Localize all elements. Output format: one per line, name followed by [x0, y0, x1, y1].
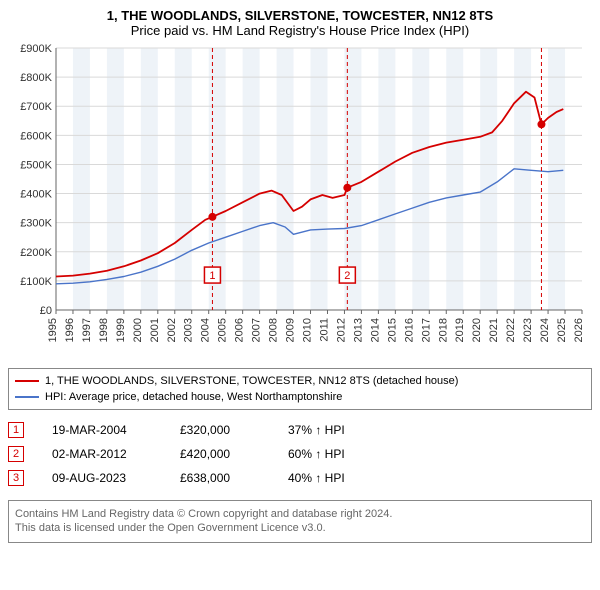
sale-row: 3 09-AUG-2023 £638,000 40% ↑ HPI: [8, 466, 592, 490]
sale-pct-vs-hpi: 60% ↑ HPI: [288, 447, 345, 461]
legend: 1, THE WOODLANDS, SILVERSTONE, TOWCESTER…: [8, 368, 592, 410]
legend-label: 1, THE WOODLANDS, SILVERSTONE, TOWCESTER…: [45, 375, 458, 387]
svg-text:2011: 2011: [318, 318, 330, 342]
svg-text:2016: 2016: [403, 318, 415, 342]
svg-text:£500K: £500K: [20, 159, 52, 171]
sale-row: 1 19-MAR-2004 £320,000 37% ↑ HPI: [8, 418, 592, 442]
svg-text:2000: 2000: [132, 318, 144, 342]
svg-text:2005: 2005: [217, 318, 229, 342]
svg-text:2006: 2006: [234, 318, 246, 342]
svg-text:2013: 2013: [352, 318, 364, 342]
attribution-line-1: Contains HM Land Registry data © Crown c…: [15, 507, 585, 521]
svg-text:2014: 2014: [369, 318, 381, 342]
svg-text:£200K: £200K: [20, 247, 52, 259]
sale-pct-vs-hpi: 40% ↑ HPI: [288, 471, 345, 485]
svg-text:2018: 2018: [437, 318, 449, 342]
svg-text:2026: 2026: [573, 318, 585, 342]
svg-text:2010: 2010: [302, 318, 314, 342]
sale-marker: 3: [8, 470, 24, 486]
price-chart: £0 £100K £200K £300K £400K £500K £600K £700K £80…: [8, 42, 592, 362]
svg-text:2017: 2017: [420, 318, 432, 342]
svg-text:£700K: £700K: [20, 101, 52, 113]
legend-swatch: [15, 380, 39, 382]
legend-row: 1, THE WOODLANDS, SILVERSTONE, TOWCESTER…: [15, 373, 585, 389]
sale-date: 02-MAR-2012: [52, 447, 152, 461]
sale-marker: 1: [8, 422, 24, 438]
svg-text:2007: 2007: [251, 318, 263, 342]
legend-swatch: [15, 396, 39, 398]
svg-text:2023: 2023: [522, 318, 534, 342]
svg-text:£100K: £100K: [20, 276, 52, 288]
svg-text:2020: 2020: [471, 318, 483, 342]
svg-text:2003: 2003: [183, 318, 195, 342]
svg-text:2009: 2009: [285, 318, 297, 342]
legend-row: HPI: Average price, detached house, West…: [15, 389, 585, 405]
svg-text:2001: 2001: [149, 318, 161, 342]
chart-container: £0 £100K £200K £300K £400K £500K £600K £700K £80…: [8, 42, 592, 362]
svg-text:£600K: £600K: [20, 130, 52, 142]
chart-title-block: 1, THE WOODLANDS, SILVERSTONE, TOWCESTER…: [8, 8, 592, 38]
sale-price: £638,000: [180, 471, 260, 485]
sale-price: £420,000: [180, 447, 260, 461]
svg-text:£0: £0: [40, 305, 52, 317]
svg-text:2008: 2008: [268, 318, 280, 342]
title-line-1: 1, THE WOODLANDS, SILVERSTONE, TOWCESTER…: [8, 8, 592, 23]
svg-text:1: 1: [209, 270, 215, 282]
svg-text:1995: 1995: [47, 318, 59, 342]
svg-text:£400K: £400K: [20, 189, 52, 201]
svg-text:1996: 1996: [64, 318, 76, 342]
sales-table: 1 19-MAR-2004 £320,000 37% ↑ HPI 2 02-MAR-201…: [8, 418, 592, 490]
sale-marker: 2: [8, 446, 24, 462]
attribution-box: Contains HM Land Registry data © Crown c…: [8, 500, 592, 543]
svg-text:£900K: £900K: [20, 43, 52, 55]
svg-text:1997: 1997: [81, 318, 93, 342]
svg-text:2025: 2025: [556, 318, 568, 342]
svg-text:2019: 2019: [454, 318, 466, 342]
svg-text:2002: 2002: [166, 318, 178, 342]
svg-text:1998: 1998: [98, 318, 110, 342]
sale-row: 2 02-MAR-2012 £420,000 60% ↑ HPI: [8, 442, 592, 466]
sale-price: £320,000: [180, 423, 260, 437]
svg-text:2012: 2012: [335, 318, 347, 342]
title-line-2: Price paid vs. HM Land Registry's House …: [8, 23, 592, 38]
svg-text:2004: 2004: [200, 318, 212, 342]
svg-text:2024: 2024: [539, 318, 551, 342]
sale-date: 19-MAR-2004: [52, 423, 152, 437]
svg-text:2022: 2022: [505, 318, 517, 342]
legend-label: HPI: Average price, detached house, West…: [45, 391, 342, 403]
svg-text:£300K: £300K: [20, 218, 52, 230]
attribution-line-2: This data is licensed under the Open Gov…: [15, 521, 585, 535]
svg-text:2015: 2015: [386, 318, 398, 342]
svg-text:1999: 1999: [115, 318, 127, 342]
svg-text:2021: 2021: [488, 318, 500, 342]
sale-pct-vs-hpi: 37% ↑ HPI: [288, 423, 345, 437]
svg-text:2: 2: [344, 270, 350, 282]
sale-date: 09-AUG-2023: [52, 471, 152, 485]
svg-text:£800K: £800K: [20, 72, 52, 84]
